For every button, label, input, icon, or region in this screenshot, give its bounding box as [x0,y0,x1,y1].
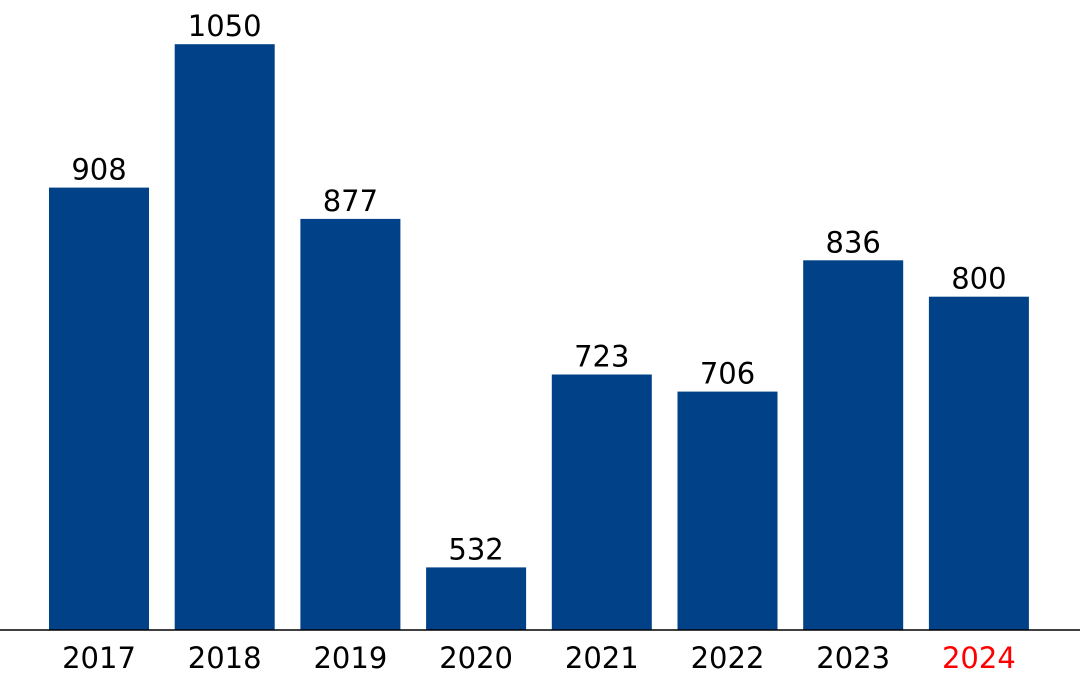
x-tick-label-2024: 2024 [942,641,1016,675]
x-tick-label-2019: 2019 [313,641,387,675]
bar-2020 [426,567,527,630]
data-label-2021: 723 [574,340,629,374]
x-tick-label-2017: 2017 [62,641,136,675]
x-tick-label-2018: 2018 [188,641,262,675]
bar-2018 [174,44,275,630]
bar-2023 [803,260,904,630]
bar-2022 [677,391,778,630]
x-tick-label-2022: 2022 [691,641,765,675]
x-tick-label-2023: 2023 [816,641,890,675]
x-tick-label-2020: 2020 [439,641,513,675]
x-tick-labels-group: 2017 2018 2019 2020 2021 2022 2023 2024 [62,641,1016,675]
bar-2024 [928,296,1029,630]
data-label-2023: 836 [826,225,881,259]
data-label-2017: 908 [71,153,126,187]
bar-2019 [300,218,401,630]
data-label-2024: 800 [951,262,1006,296]
data-labels-group: 908 1050 877 532 723 706 836 800 [71,9,1006,566]
bars-group [49,44,1029,630]
data-label-2018: 1050 [188,9,262,43]
x-tick-label-2021: 2021 [565,641,639,675]
bar-2017 [49,187,149,630]
data-label-2020: 532 [448,532,503,566]
data-label-2019: 877 [323,184,378,218]
bar-2021 [551,374,652,630]
data-label-2022: 706 [700,357,755,391]
